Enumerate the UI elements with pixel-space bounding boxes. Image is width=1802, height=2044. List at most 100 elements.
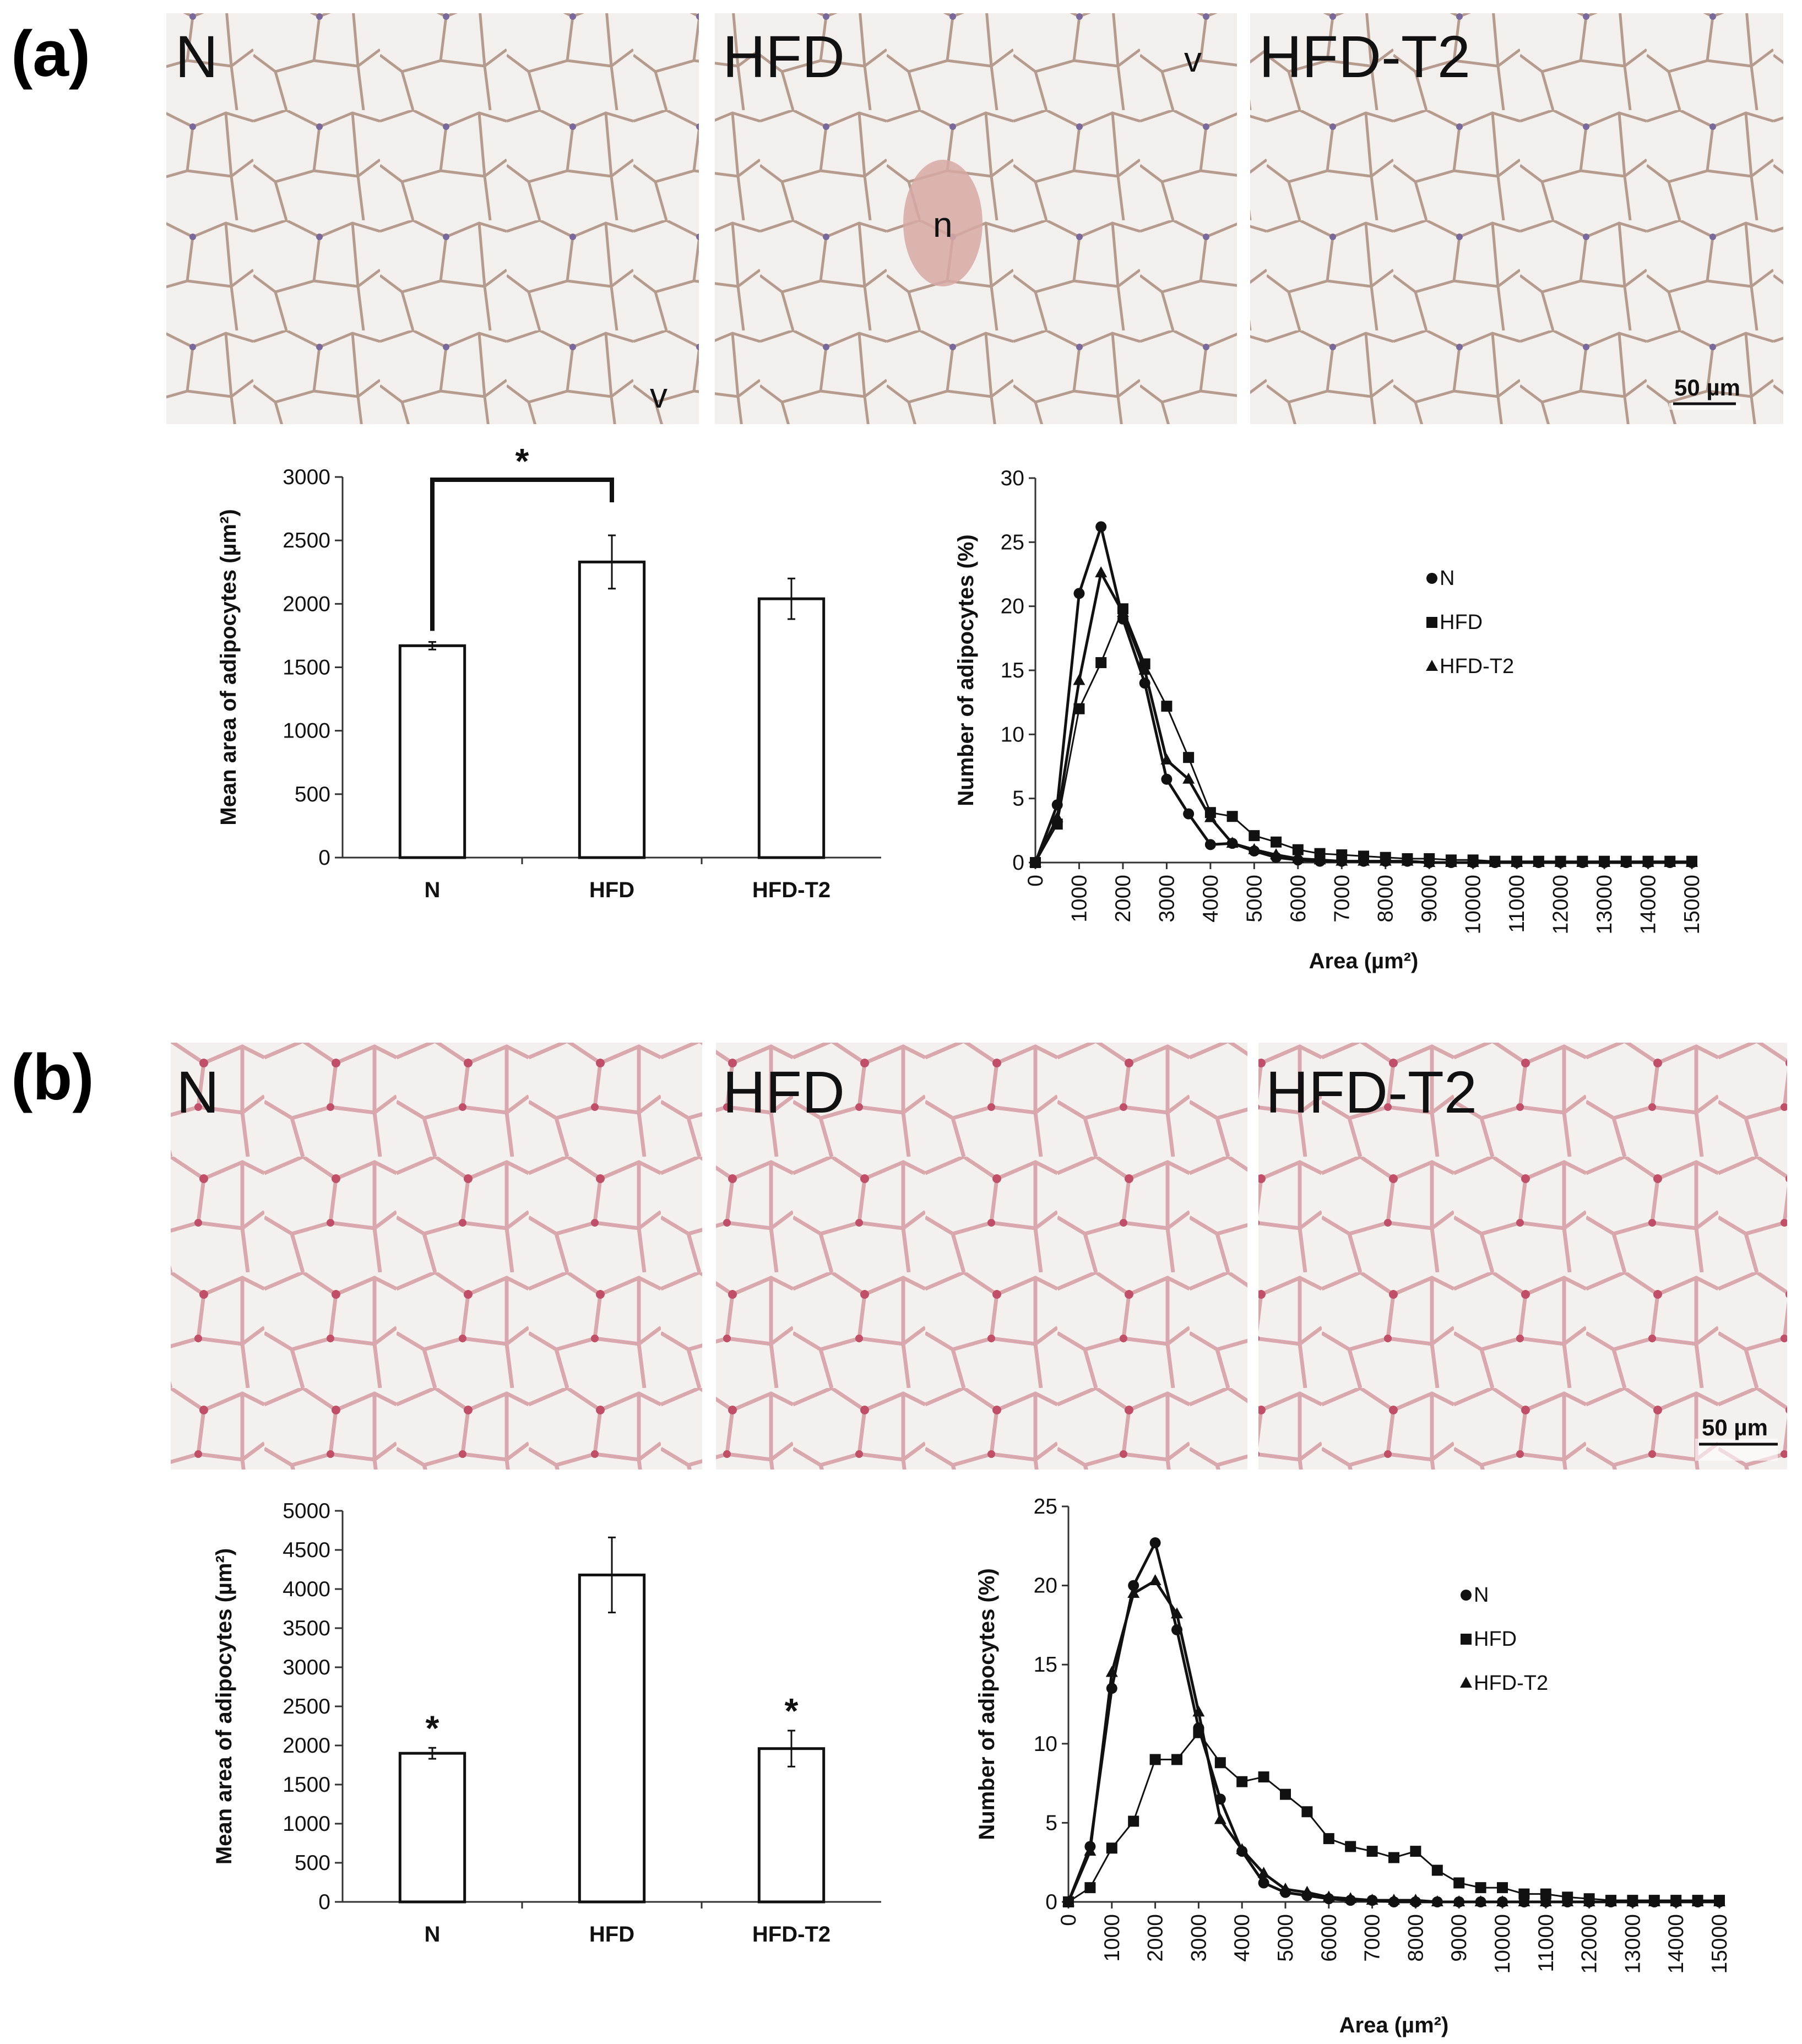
- x-tick-label: 13000: [1593, 875, 1616, 934]
- panel-a-letter: (a): [11, 18, 90, 90]
- data-point-triangle: [1423, 856, 1436, 867]
- y-axis-title: Number of adipocytes (%): [954, 534, 978, 806]
- vessel-marker: v: [1184, 40, 1202, 79]
- scale-bar-label: 50 µm: [1674, 375, 1740, 400]
- data-point-square: [1258, 1771, 1269, 1783]
- data-point-triangle: [1426, 660, 1438, 671]
- data-point-triangle: [1226, 837, 1239, 848]
- micrograph-image: [1258, 1043, 1787, 1470]
- y-tick-label: 10: [1001, 723, 1024, 746]
- data-point-triangle: [1467, 856, 1479, 867]
- y-tick-label: 4000: [283, 1577, 330, 1601]
- y-axis-title: Mean area of adipocytes (µm²): [212, 1548, 236, 1864]
- y-axis-title: Number of adipocytes (%): [975, 1568, 999, 1840]
- data-point-triangle: [1073, 674, 1085, 685]
- micrograph-b-hfd-t2: HFD-T2 50 µm: [1258, 1043, 1787, 1470]
- x-tick-label: 6000: [1317, 1914, 1341, 1962]
- micrograph-label: N: [176, 1059, 219, 1125]
- x-tick-label: 10000: [1491, 1914, 1515, 1973]
- significance-star: *: [426, 1708, 439, 1748]
- data-point-triangle: [1626, 1895, 1639, 1906]
- y-tick-label: 30: [1001, 467, 1024, 490]
- data-point-triangle: [1474, 1895, 1487, 1906]
- legend-entry: HFD: [1474, 1628, 1517, 1651]
- data-point-triangle: [1248, 843, 1261, 854]
- nerve-marker: n: [933, 205, 953, 245]
- micrograph-a-hfd: HFD n v: [715, 13, 1237, 424]
- data-point-square: [1453, 1877, 1465, 1889]
- nerve-region: [903, 160, 983, 286]
- bar: [578, 560, 646, 859]
- data-point-triangle: [1620, 856, 1632, 867]
- data-point-square: [1236, 1776, 1248, 1787]
- data-point-triangle: [1344, 1892, 1357, 1904]
- y-tick-label: 20: [1001, 595, 1024, 619]
- micrograph-label: HFD: [723, 1059, 845, 1125]
- micrograph-label: HFD-T2: [1259, 23, 1470, 90]
- data-point-square: [1323, 1833, 1334, 1845]
- data-point-circle: [1258, 1877, 1269, 1889]
- y-tick-label: 1500: [283, 656, 330, 680]
- data-point-square: [1084, 1882, 1096, 1894]
- data-point-triangle: [1460, 1677, 1472, 1688]
- y-tick-label: 0: [318, 1890, 330, 1914]
- micrograph-a-n: N v: [166, 13, 699, 424]
- data-point-triangle: [1445, 856, 1457, 867]
- x-tick-label: 10000: [1462, 875, 1485, 934]
- data-point-triangle: [1127, 1586, 1140, 1598]
- data-point-triangle: [1648, 1895, 1660, 1906]
- panel-b-letter: (b): [11, 1041, 94, 1114]
- y-tick-label: 15: [1001, 659, 1024, 682]
- data-point-triangle: [1539, 1895, 1552, 1906]
- data-point-circle: [1073, 588, 1085, 599]
- legend-entry: HFD-T2: [1474, 1672, 1548, 1695]
- data-point-triangle: [1358, 854, 1370, 866]
- x-tick-label: 0: [1057, 1914, 1081, 1926]
- data-point-triangle: [1401, 854, 1414, 866]
- y-tick-label: 25: [1001, 530, 1024, 554]
- bar-chart-a: 0 500 1000 1500 2000 2500 3000 N HFD HFD-T2 Mean a…: [216, 441, 881, 902]
- x-axis-title: Area (µm²): [1339, 2013, 1449, 2037]
- x-tick-label: 1000: [1067, 875, 1091, 923]
- x-tick-label: 3000: [1187, 1914, 1211, 1962]
- x-tick-label: 14000: [1637, 875, 1660, 934]
- data-point-square: [1106, 1842, 1117, 1854]
- data-point-triangle: [1605, 1895, 1617, 1906]
- data-point-square: [1214, 1757, 1226, 1769]
- data-point-triangle: [1366, 1894, 1378, 1905]
- vessel-marker: v: [650, 376, 667, 415]
- data-point-triangle: [1496, 1895, 1508, 1906]
- x-tick-label: 2000: [1111, 875, 1135, 923]
- x-tick-label: 14000: [1664, 1914, 1688, 1973]
- category-label: HFD-T2: [752, 878, 831, 902]
- micrograph-label: HFD: [723, 23, 845, 90]
- data-point-triangle: [1583, 1895, 1595, 1906]
- data-point-square: [1128, 1815, 1139, 1827]
- x-axis-title: Area (µm²): [1309, 949, 1419, 973]
- legend-entry: N: [1440, 567, 1454, 590]
- data-point-triangle: [1116, 606, 1129, 617]
- data-point-triangle: [1561, 1895, 1574, 1906]
- legend-entry: HFD-T2: [1440, 655, 1514, 678]
- bar: [757, 597, 826, 859]
- category-label: N: [425, 1922, 441, 1947]
- data-point-square: [1161, 701, 1173, 712]
- y-tick-label: 1500: [283, 1773, 330, 1797]
- category-label: HFD: [589, 878, 634, 902]
- data-point-triangle: [1236, 1843, 1249, 1855]
- data-point-triangle: [1214, 1813, 1226, 1824]
- y-tick-label: 25: [1034, 1495, 1057, 1519]
- data-point-triangle: [1336, 854, 1348, 866]
- data-point-triangle: [1279, 1883, 1291, 1894]
- micrograph-label: HFD-T2: [1266, 1059, 1477, 1125]
- data-point-triangle: [1686, 856, 1698, 867]
- legend-entry: N: [1474, 1584, 1489, 1607]
- y-tick-label: 5: [1012, 787, 1024, 811]
- data-point-triangle: [1160, 753, 1173, 765]
- x-tick-label: 2000: [1144, 1914, 1168, 1962]
- data-point-triangle: [1664, 856, 1676, 867]
- data-point-triangle: [1192, 1705, 1205, 1717]
- data-point-circle: [1161, 773, 1173, 785]
- data-point-triangle: [1301, 1885, 1313, 1897]
- data-point-circle: [1183, 808, 1195, 820]
